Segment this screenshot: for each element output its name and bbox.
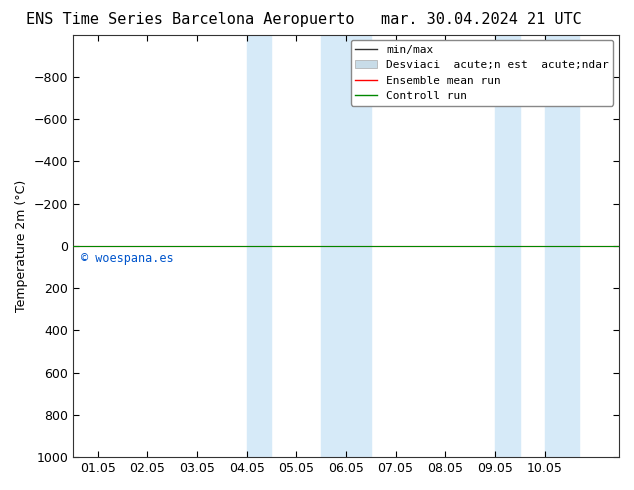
Text: © woespana.es: © woespana.es: [81, 252, 174, 265]
Bar: [247, 35, 271, 457]
Bar: [495, 35, 520, 457]
Bar: [321, 35, 371, 457]
Text: ENS Time Series Barcelona Aeropuerto: ENS Time Series Barcelona Aeropuerto: [26, 12, 354, 27]
Bar: [545, 35, 579, 457]
Text: mar. 30.04.2024 21 UTC: mar. 30.04.2024 21 UTC: [382, 12, 582, 27]
Legend: min/max, Desviaci  acute;n est  acute;ndar, Ensemble mean run, Controll run: min/max, Desviaci acute;n est acute;ndar…: [351, 40, 614, 106]
Y-axis label: Temperature 2m (°C): Temperature 2m (°C): [15, 180, 28, 312]
